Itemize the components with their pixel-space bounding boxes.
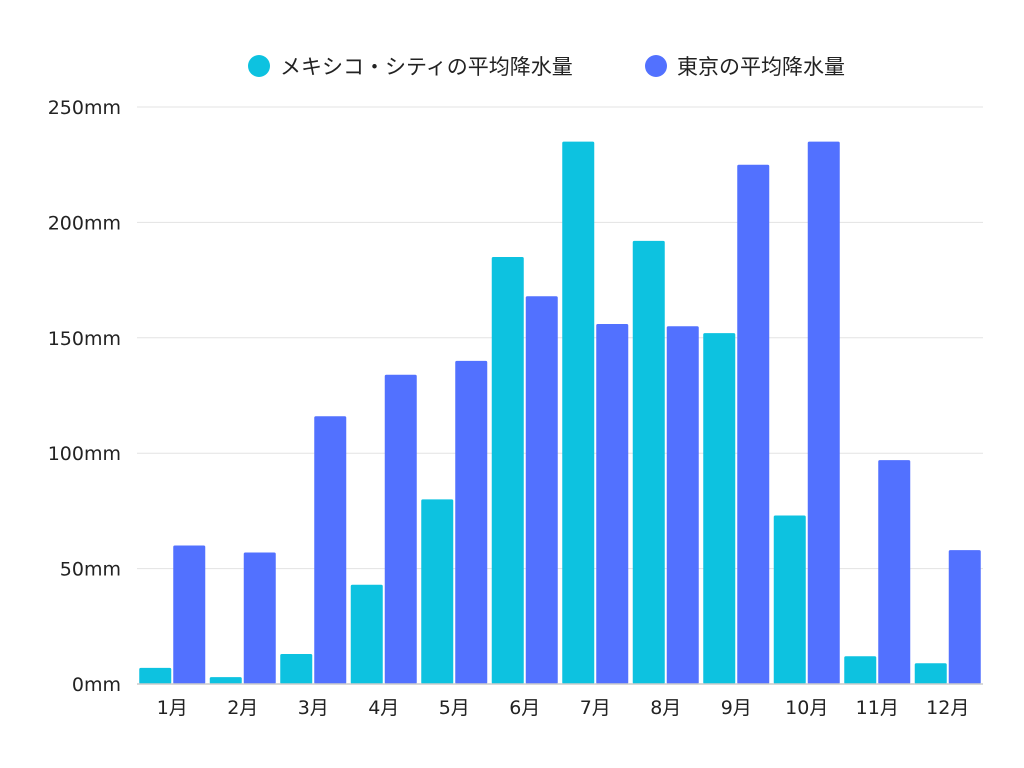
x-tick-label: 6月	[509, 697, 540, 719]
x-tick-label: 9月	[721, 697, 752, 719]
y-tick-label: 250mm	[48, 97, 121, 119]
x-tick-label: 2月	[227, 697, 258, 719]
x-tick-label: 10月	[785, 697, 828, 719]
bar-mexico-city	[139, 667, 172, 684]
bar-mexico-city	[844, 656, 877, 684]
bar-mexico-city	[421, 499, 454, 684]
bar-mexico-city	[773, 515, 806, 684]
x-tick-label: 3月	[298, 697, 329, 719]
bar-tokyo	[173, 545, 206, 684]
bar-mexico-city	[703, 333, 736, 684]
y-axis: 0mm 50mm 100mm 150mm 200mm 250mm	[48, 97, 121, 696]
bar-mexico-city	[280, 653, 313, 684]
bar-mexico-city	[491, 257, 524, 684]
x-tick-label: 7月	[580, 697, 611, 719]
bar-tokyo	[596, 323, 629, 684]
legend-marker	[248, 55, 270, 77]
legend-marker	[645, 55, 667, 77]
x-tick-label: 8月	[650, 697, 681, 719]
y-tick-label: 100mm	[48, 443, 121, 465]
bar-mexico-city	[632, 240, 665, 684]
legend: メキシコ・シティの平均降水量 東京の平均降水量	[248, 55, 845, 79]
bar-tokyo	[455, 360, 488, 684]
x-tick-label: 4月	[368, 697, 399, 719]
bar-tokyo	[878, 460, 911, 684]
gridlines	[137, 106, 983, 570]
legend-label: 東京の平均降水量	[677, 55, 845, 79]
x-tick-label: 12月	[926, 697, 969, 719]
bar-tokyo	[948, 550, 981, 684]
y-tick-label: 50mm	[60, 559, 121, 581]
bar-tokyo	[314, 416, 347, 684]
bar-mexico-city	[350, 584, 383, 684]
bar-tokyo	[807, 141, 840, 684]
x-tick-label: 1月	[157, 697, 188, 719]
legend-label: メキシコ・シティの平均降水量	[280, 55, 573, 79]
bar-mexico-city	[914, 663, 947, 684]
y-tick-label: 200mm	[48, 212, 121, 234]
y-tick-label: 0mm	[72, 674, 121, 696]
bar-tokyo	[737, 164, 770, 684]
legend-item: メキシコ・シティの平均降水量	[248, 55, 573, 79]
legend-item: 東京の平均降水量	[645, 55, 845, 79]
bar-tokyo	[525, 296, 558, 684]
bar-mexico-city	[562, 141, 595, 684]
bar-tokyo	[666, 326, 699, 684]
bar-mexico-city	[209, 677, 242, 684]
bar-tokyo	[384, 374, 417, 684]
y-tick-label: 150mm	[48, 328, 121, 350]
x-tick-label: 11月	[856, 697, 899, 719]
x-axis: 1月 2月 3月 4月 5月 6月 7月 8月 9月 10月 11月 12月	[157, 697, 970, 719]
bar-tokyo	[243, 552, 276, 684]
x-tick-label: 5月	[439, 697, 470, 719]
bars	[139, 141, 981, 684]
